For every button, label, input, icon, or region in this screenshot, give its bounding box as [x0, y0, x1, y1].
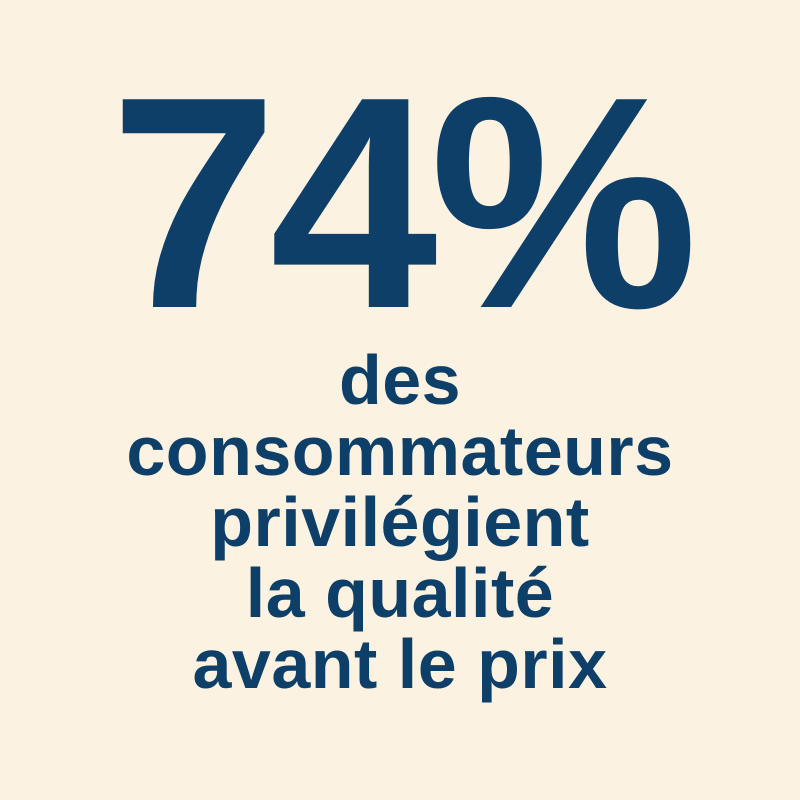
statistic-caption: des consommateurs privilégient la qualit… [0, 345, 800, 700]
caption-line: privilégient [210, 483, 590, 561]
caption-line: consommateurs [126, 412, 674, 490]
caption-line: la qualité [245, 554, 555, 632]
statistic-value: 74% [109, 34, 698, 371]
caption-line: avant le prix [192, 625, 608, 703]
caption-line: des [338, 341, 462, 419]
